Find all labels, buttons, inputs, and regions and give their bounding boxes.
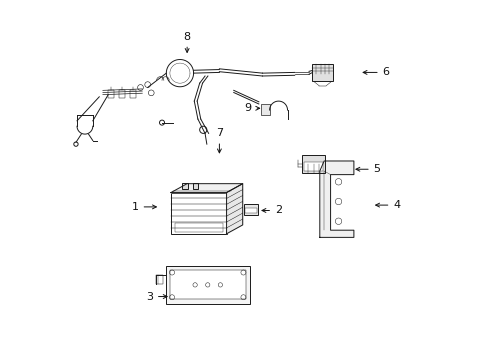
Text: 7: 7 xyxy=(215,129,223,153)
Bar xyxy=(174,223,223,232)
Bar xyxy=(244,204,258,215)
Bar xyxy=(303,162,323,171)
Bar xyxy=(244,208,256,213)
Bar xyxy=(155,275,163,284)
Bar xyxy=(165,266,249,304)
Polygon shape xyxy=(319,161,353,237)
Text: 1: 1 xyxy=(131,202,156,212)
Text: 6: 6 xyxy=(363,67,389,77)
Text: 3: 3 xyxy=(146,292,167,302)
Bar xyxy=(130,90,136,98)
Bar xyxy=(108,90,114,98)
Bar xyxy=(301,155,325,173)
Text: 9: 9 xyxy=(244,103,259,113)
Text: 2: 2 xyxy=(262,206,282,216)
Bar xyxy=(171,193,226,234)
Text: 5: 5 xyxy=(355,164,380,174)
Polygon shape xyxy=(171,184,242,193)
Bar xyxy=(192,184,198,189)
Bar xyxy=(260,104,269,115)
Text: 4: 4 xyxy=(375,200,400,210)
Bar xyxy=(311,64,333,81)
Bar xyxy=(182,184,187,189)
Polygon shape xyxy=(226,184,242,234)
Bar xyxy=(119,90,124,98)
Bar xyxy=(169,270,245,300)
Text: 8: 8 xyxy=(183,32,190,53)
